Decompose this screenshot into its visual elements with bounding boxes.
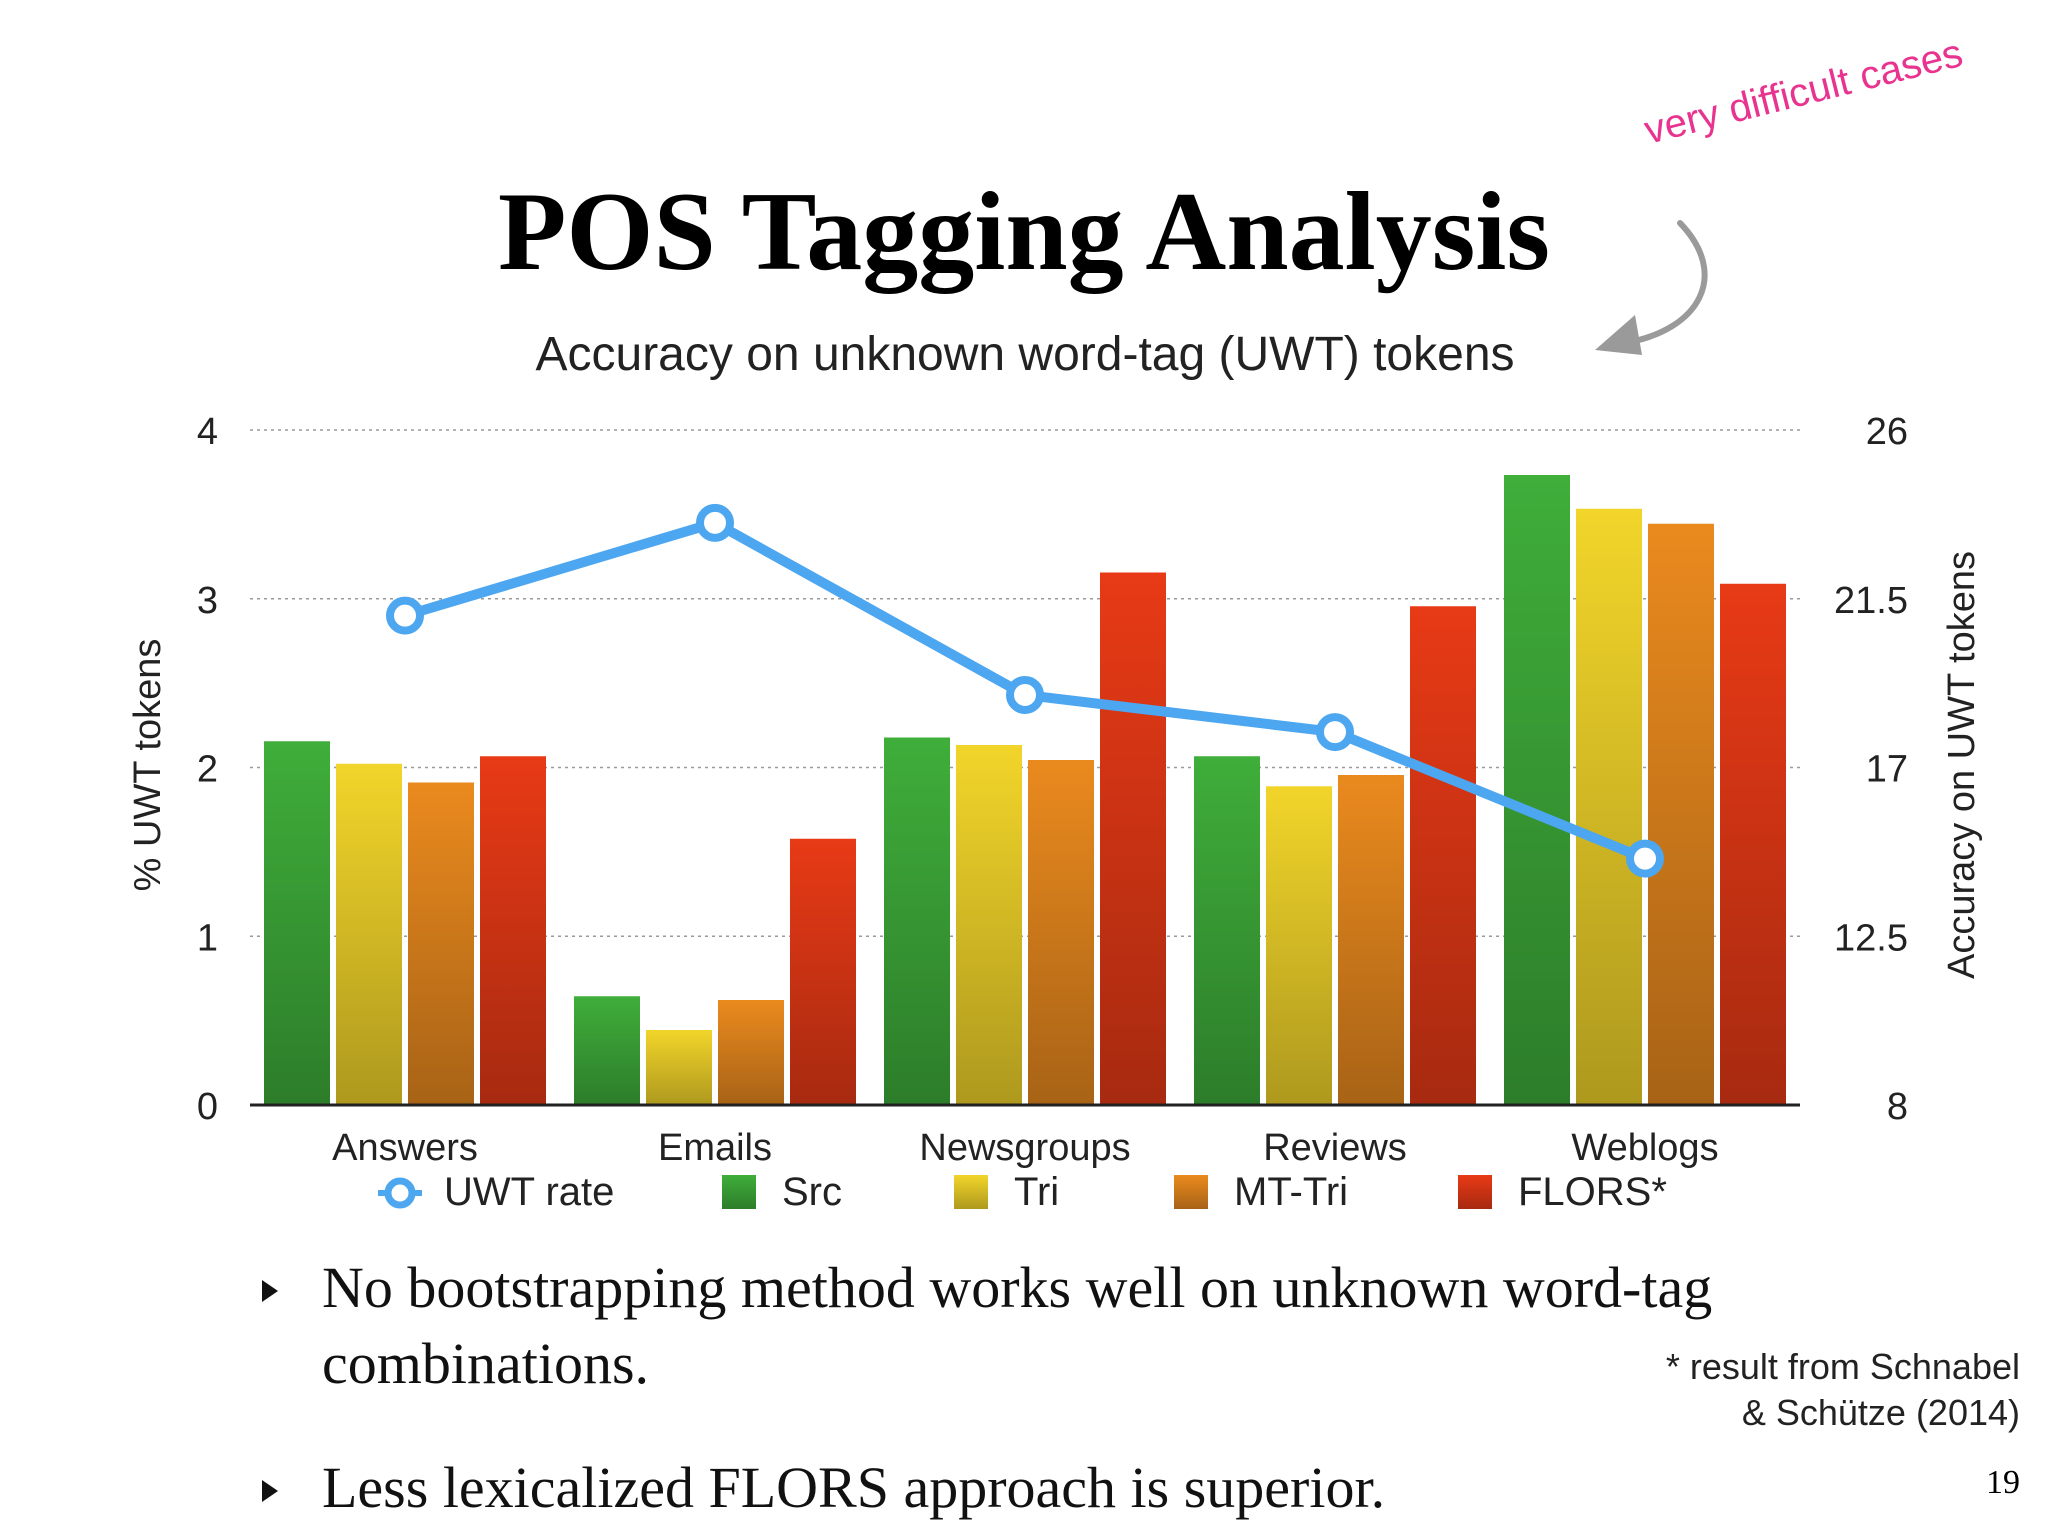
legend-swatch: [1458, 1175, 1492, 1209]
legend-label: FLORS*: [1518, 1170, 1667, 1214]
bullet-item: No bootstrapping method works well on un…: [262, 1250, 1822, 1402]
bar-src: [1194, 756, 1260, 1105]
legend-label: UWT rate: [444, 1170, 614, 1214]
bar-flors: [1720, 583, 1786, 1105]
chart-subtitle: Accuracy on unknown word-tag (UWT) token…: [535, 328, 1514, 381]
y-axis-label-right: Accuracy on UWT tokens: [1941, 551, 1983, 979]
legend-label: MT-Tri: [1234, 1170, 1348, 1214]
bar-tri: [1266, 786, 1332, 1105]
y-tick-left: 3: [197, 580, 218, 622]
bar-flors: [480, 756, 546, 1105]
bullet-triangle-icon: [262, 1280, 278, 1302]
y-tick-right: 21.5: [1834, 580, 1908, 622]
bar-mttri: [408, 782, 474, 1105]
x-tick-label: Emails: [658, 1127, 772, 1169]
footnote-line: * result from Schnabel: [1665, 1346, 2020, 1387]
bar-flors: [1100, 572, 1166, 1105]
bullet-item: Less lexicalized FLORS approach is super…: [262, 1450, 1822, 1526]
uwt-rate-point: [696, 503, 734, 542]
legend-swatch: [954, 1175, 988, 1209]
bullet-triangle-icon: [262, 1480, 278, 1502]
bar-tri: [1576, 508, 1642, 1105]
legend-label: Tri: [1014, 1170, 1059, 1214]
x-tick-label: Answers: [332, 1127, 478, 1169]
uwt-rate-point: [1626, 839, 1664, 878]
bar-tri: [646, 1030, 712, 1105]
y-tick-right: 17: [1866, 749, 1908, 791]
y-tick-left: 1: [197, 917, 218, 959]
bar-src: [884, 737, 950, 1105]
bar-mttri: [718, 1000, 784, 1105]
y-tick-left: 4: [197, 411, 218, 453]
legend-swatch: [1174, 1175, 1208, 1209]
y-axis-label-left: % UWT tokens: [127, 639, 169, 892]
bar-mttri: [1648, 523, 1714, 1105]
uwt-rate-line: [386, 503, 1664, 878]
y-tick-left: 0: [197, 1086, 218, 1128]
y-tick-left: 2: [197, 749, 218, 791]
chart: 0 1 2 3 4 8 12.5 17 21.5 26 Answers Emails Newsgroup…: [127, 328, 1983, 1214]
page-title: POS Tagging Analysis: [497, 170, 1551, 294]
bar-flors: [1410, 606, 1476, 1105]
bar-tri: [336, 763, 402, 1105]
page-number: 19: [1986, 1464, 2020, 1501]
bars: [264, 475, 1786, 1105]
x-tick-label: Reviews: [1263, 1127, 1407, 1169]
y-tick-right: 8: [1887, 1086, 1908, 1128]
bar-src: [264, 741, 330, 1105]
footnote: * result from Schnabel & Schütze (2014): [1666, 1344, 2020, 1436]
legend: UWT rate Src Tri MT-Tri FLORS*: [378, 1170, 1667, 1214]
y-tick-right: 12.5: [1834, 917, 1908, 959]
bar-tri: [956, 745, 1022, 1105]
bar-flors: [790, 838, 856, 1105]
uwt-rate-point: [386, 596, 424, 635]
x-tick-label: Weblogs: [1571, 1127, 1718, 1169]
uwt-rate-point: [1316, 713, 1354, 752]
footnote-line: & Schütze (2014): [1741, 1392, 2020, 1433]
legend-label: Src: [782, 1170, 842, 1214]
bar-src: [1504, 475, 1570, 1105]
legend-swatch: [722, 1175, 756, 1209]
bullet-text: No bootstrapping method works well on un…: [322, 1255, 1713, 1396]
legend-marker-uwt-rate: [384, 1177, 416, 1209]
bar-src: [574, 996, 640, 1105]
bar-mttri: [1028, 760, 1094, 1105]
bar-mttri: [1338, 775, 1404, 1105]
axis-labels: 0 1 2 3 4 8 12.5 17 21.5 26 Answers Emails Newsgroup…: [197, 411, 1908, 1169]
curved-arrow-icon: [1595, 220, 1708, 355]
bullet-list: No bootstrapping method works well on un…: [262, 1250, 1822, 1526]
x-tick-label: Newsgroups: [919, 1127, 1130, 1169]
y-tick-right: 26: [1866, 411, 1908, 453]
bullet-text: Less lexicalized FLORS approach is super…: [322, 1455, 1386, 1520]
uwt-rate-point: [1006, 675, 1044, 714]
